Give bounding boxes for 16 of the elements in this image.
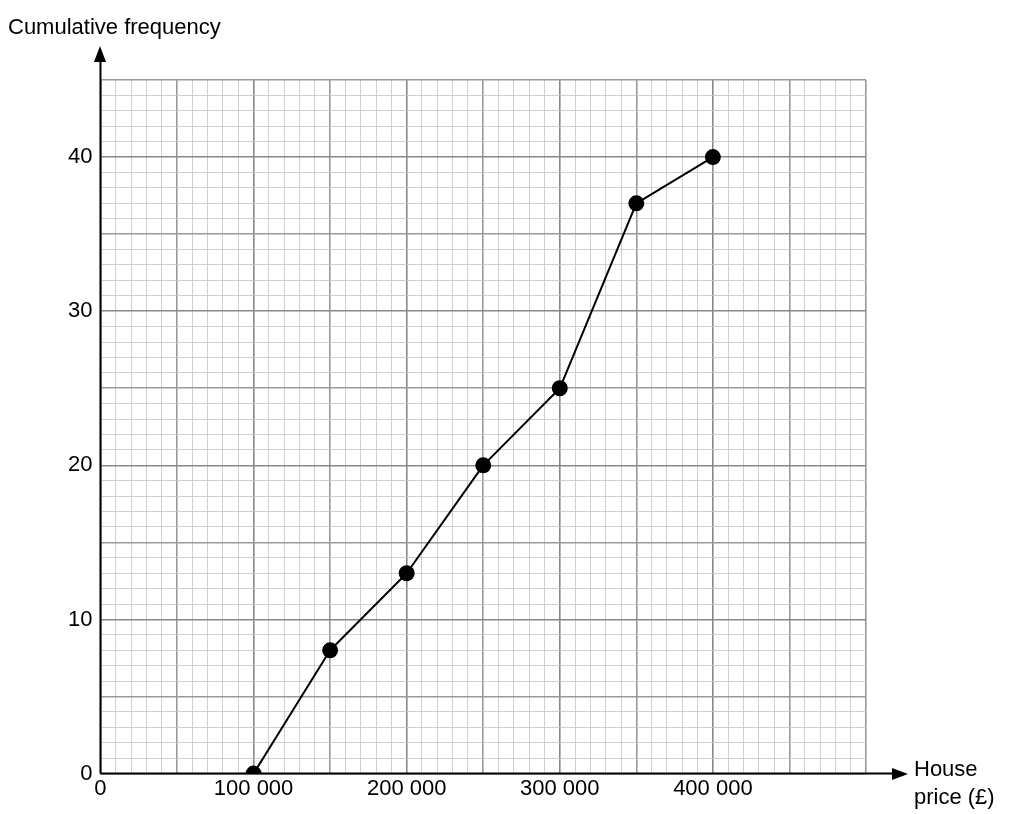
point — [398, 565, 415, 582]
x-tick-label: 200 000 — [366, 774, 447, 800]
y-axis-title: Cumulative frequency — [8, 14, 221, 39]
x-axis-title: House price (£) — [914, 755, 995, 809]
y-tick-label: 30 — [67, 297, 93, 323]
y-tick-label: 10 — [67, 605, 93, 631]
x-tick-label: 100 000 — [213, 774, 294, 800]
point — [475, 457, 492, 474]
y-tick-label: 40 — [67, 143, 93, 169]
y-tick-label: 20 — [67, 451, 93, 477]
point — [322, 642, 339, 659]
point — [628, 195, 645, 212]
point — [551, 380, 568, 397]
x-tick-label: 400 000 — [673, 774, 753, 800]
x-tick-label: 300 000 — [520, 774, 600, 800]
point — [704, 149, 721, 166]
